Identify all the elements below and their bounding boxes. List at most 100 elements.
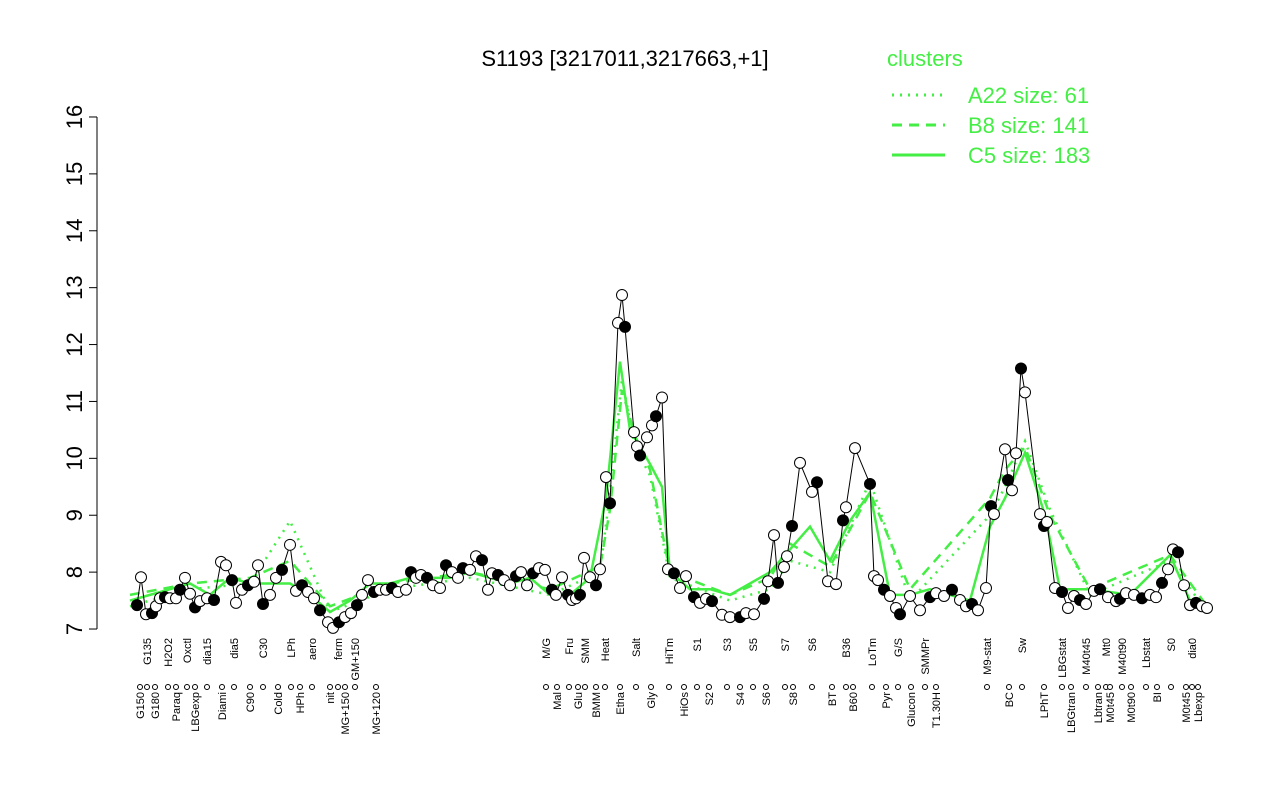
data-point: [988, 508, 1000, 521]
data-point: [1172, 546, 1184, 559]
data-point: [1080, 597, 1092, 610]
data-point: [884, 590, 896, 603]
x-tick: [681, 684, 687, 690]
data-point: [837, 514, 849, 527]
x-tick: [554, 684, 560, 690]
data-point: [584, 571, 596, 584]
data-point: [772, 576, 784, 589]
data-point: [811, 476, 823, 489]
x-tick-label: G135: [142, 638, 154, 665]
x-tick: [984, 684, 990, 690]
x-tick-label: LBGexp: [190, 692, 202, 732]
data-point: [252, 559, 264, 572]
data-point: [1034, 508, 1046, 521]
x-tick: [750, 684, 756, 690]
data-point: [650, 410, 662, 423]
x-tick: [843, 684, 849, 690]
data-point: [1162, 563, 1174, 576]
data-point: [1056, 586, 1068, 599]
x-tick-label: S0: [1166, 638, 1178, 651]
x-tick-label: Sw: [1017, 638, 1029, 653]
data-point: [872, 574, 884, 587]
data-point: [830, 578, 842, 591]
data-point: [864, 477, 876, 490]
x-tick-label: Diami: [217, 692, 229, 720]
data-point: [1201, 601, 1213, 614]
x-tick-label: M9-stat: [982, 638, 994, 675]
y-tick-label: 9: [62, 509, 87, 521]
x-tick-label: Lbstat: [1141, 638, 1153, 668]
data-point: [276, 563, 288, 576]
y-tick-label: 14: [62, 219, 87, 243]
data-point: [248, 575, 260, 588]
data-point: [778, 561, 790, 574]
x-tick-label: BT: [827, 692, 839, 706]
x-tick-label: Oxctl: [182, 638, 194, 663]
x-tick: [288, 684, 294, 690]
x-tick-label: Paraq: [171, 692, 183, 721]
data-point: [590, 579, 602, 592]
data-point: [220, 559, 232, 572]
data-point: [574, 588, 586, 601]
data-point: [840, 501, 852, 514]
x-tick-label: C90: [245, 692, 257, 712]
data-point: [628, 426, 640, 439]
data-point: [680, 570, 692, 583]
data-point: [1019, 386, 1031, 399]
x-tick: [1019, 684, 1025, 690]
data-point: [1006, 484, 1018, 497]
x-tick: [782, 684, 788, 690]
data-point: [748, 608, 760, 621]
x-tick: [724, 684, 730, 690]
x-tick: [737, 684, 743, 690]
x-tick-label: Salt: [631, 638, 643, 657]
data-point: [284, 538, 296, 551]
x-tick-label: Lbexp: [1193, 692, 1205, 722]
x-tick-label: ferm: [333, 638, 345, 660]
cluster-line: [129, 378, 1209, 614]
x-tick: [575, 684, 581, 690]
x-tick: [850, 684, 856, 690]
x-tick: [1154, 684, 1160, 690]
data-point: [539, 563, 551, 576]
data-point: [762, 575, 774, 588]
legend-title: clusters: [887, 46, 963, 71]
x-tick-label: G150: [135, 692, 147, 719]
x-tick: [790, 684, 796, 690]
x-tick-label: M0t45: [1181, 692, 1193, 723]
y-tick-label: 7: [62, 623, 87, 635]
data-point: [270, 571, 282, 584]
x-tick-label: LPhT: [1039, 692, 1051, 719]
x-tick-label: Gly: [646, 692, 658, 709]
data-point: [400, 583, 412, 596]
x-tick: [763, 684, 769, 690]
x-tick-label: S3: [722, 638, 734, 651]
data-point: [135, 571, 147, 584]
x-tick: [593, 684, 599, 690]
x-tick: [908, 684, 914, 690]
x-tick: [1006, 684, 1012, 690]
data-point: [674, 582, 686, 595]
y-tick-label: 13: [62, 275, 87, 299]
data-point: [600, 471, 612, 484]
data-point: [806, 485, 818, 498]
data-point: [208, 594, 220, 607]
x-tick-label: S1: [692, 638, 704, 651]
x-tick: [309, 684, 315, 690]
data-point: [521, 579, 533, 592]
x-tick: [275, 684, 281, 690]
data-point: [999, 443, 1011, 456]
data-point: [894, 608, 906, 621]
x-tick-label: B60: [848, 692, 860, 712]
data-point: [1062, 601, 1074, 614]
x-tick-label: B36: [841, 638, 853, 658]
x-tick-label: dia15: [202, 638, 214, 665]
x-tick-label: BI: [1152, 692, 1164, 702]
data-point: [1094, 583, 1106, 596]
x-tick: [922, 684, 928, 690]
x-tick-label: HiTm: [664, 638, 676, 664]
x-tick: [204, 684, 210, 690]
data-point: [656, 391, 668, 404]
data-point: [356, 588, 368, 601]
